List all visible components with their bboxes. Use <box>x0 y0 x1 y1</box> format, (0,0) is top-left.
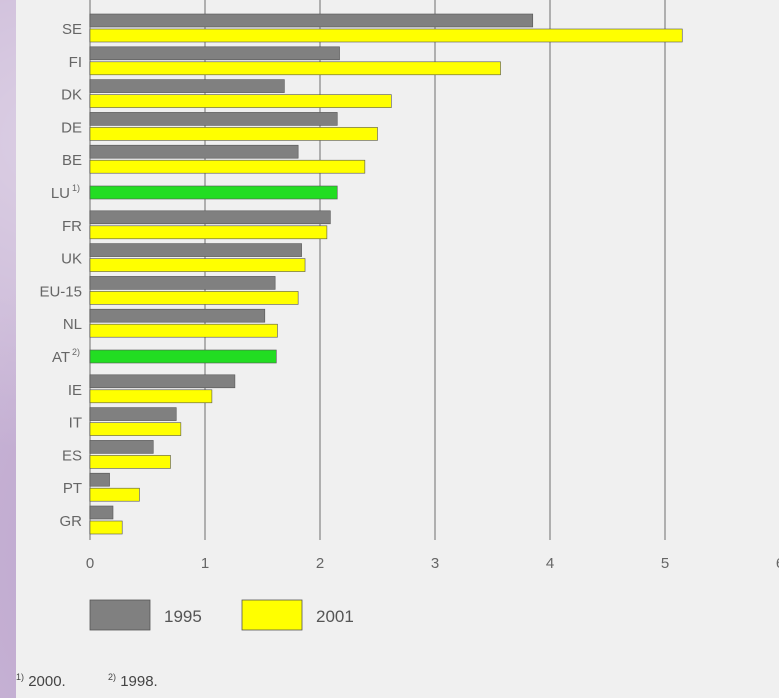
bar-nl-1995 <box>89 308 266 323</box>
x-tick-label-1: 1 <box>201 555 209 572</box>
bar-uk-2001 <box>89 258 306 272</box>
legend-label-2001: 2001 <box>316 607 354 626</box>
bar-it-2001 <box>89 422 182 436</box>
category-label-gr: GR <box>60 513 83 530</box>
x-tick-label-2: 2 <box>316 555 324 572</box>
x-tick-label-3: 3 <box>431 555 439 572</box>
legend: 1995 2001 <box>89 599 354 631</box>
bar-pt-2001 <box>89 487 140 502</box>
bars <box>89 13 683 535</box>
bar-gr-1995 <box>89 505 114 520</box>
bar-be-1995 <box>89 144 299 159</box>
footnote-1-text: 2000. <box>28 673 66 690</box>
bar-eu-15-1995 <box>89 276 276 290</box>
x-tick-label-6: 6 <box>776 555 779 572</box>
bar-de-2001 <box>89 127 378 141</box>
bar-gr-2001 <box>89 520 123 535</box>
bar-uk-1995 <box>89 243 302 257</box>
category-label-fi: FI <box>69 54 82 71</box>
bar-eu-15-2001 <box>89 291 299 305</box>
category-label-uk: UK <box>61 251 82 268</box>
bar-nl-2001 <box>89 323 278 338</box>
category-label-be: BE <box>62 152 82 169</box>
category-label-dk: DK <box>61 87 82 104</box>
category-label-at: AT <box>52 349 70 366</box>
bar-it-1995 <box>89 407 177 421</box>
bar-be-2001 <box>89 159 366 174</box>
footnote-2-marker: 2) <box>108 672 117 682</box>
footnotes: 1) 2000. 2) 1998. <box>16 660 779 698</box>
x-tick-label-0: 0 <box>86 555 94 572</box>
bar-se-1995 <box>89 13 534 28</box>
category-label-de: DE <box>61 119 82 136</box>
bar-at-single <box>89 349 277 364</box>
category-label-es: ES <box>62 447 82 464</box>
category-labels: SE FI DK DE BE LU 1) FR UK EU-15 NL AT 2) IE IT ES PT GR <box>39 21 82 530</box>
category-label-pt: PT <box>63 480 82 497</box>
x-tick-label-5: 5 <box>661 555 669 572</box>
category-footnote-lu: 1) <box>72 183 80 193</box>
bar-es-2001 <box>89 455 171 469</box>
x-tick-labels: 0 1 2 3 4 5 6 <box>86 555 779 572</box>
legend-swatch-1995 <box>89 599 151 631</box>
category-label-nl: NL <box>63 316 82 333</box>
bar-ie-1995 <box>89 374 236 389</box>
bar-ie-2001 <box>89 389 213 404</box>
bar-fr-2001 <box>89 225 328 240</box>
footnote-1: 1) 2000. <box>16 672 66 690</box>
bar-pt-1995 <box>89 472 110 487</box>
category-label-ie: IE <box>68 382 82 399</box>
bar-fr-1995 <box>89 210 331 225</box>
category-label-eu-15: EU-15 <box>39 283 82 300</box>
bar-se-2001 <box>89 28 683 43</box>
category-label-se: SE <box>62 21 82 38</box>
category-label-it: IT <box>69 415 82 432</box>
bar-lu-single <box>89 185 338 200</box>
footnote-2: 2) 1998. <box>108 672 158 690</box>
chart-panel: SE FI DK DE BE LU 1) FR UK EU-15 NL AT 2) IE IT ES PT GR … <box>16 0 779 698</box>
category-label-lu: LU <box>51 185 70 202</box>
bar-fi-2001 <box>89 61 501 76</box>
bar-fi-1995 <box>89 46 340 61</box>
footnote-1-marker: 1) <box>16 672 25 682</box>
category-footnote-at: 2) <box>72 347 80 357</box>
bar-dk-1995 <box>89 79 285 93</box>
footnote-2-text: 1998. <box>120 673 158 690</box>
bar-dk-2001 <box>89 94 392 108</box>
category-label-fr: FR <box>62 218 82 235</box>
x-tick-label-4: 4 <box>546 555 554 572</box>
bar-de-1995 <box>89 112 338 126</box>
legend-swatch-2001 <box>241 599 303 631</box>
bar-es-1995 <box>89 440 154 454</box>
legend-label-1995: 1995 <box>164 607 202 626</box>
